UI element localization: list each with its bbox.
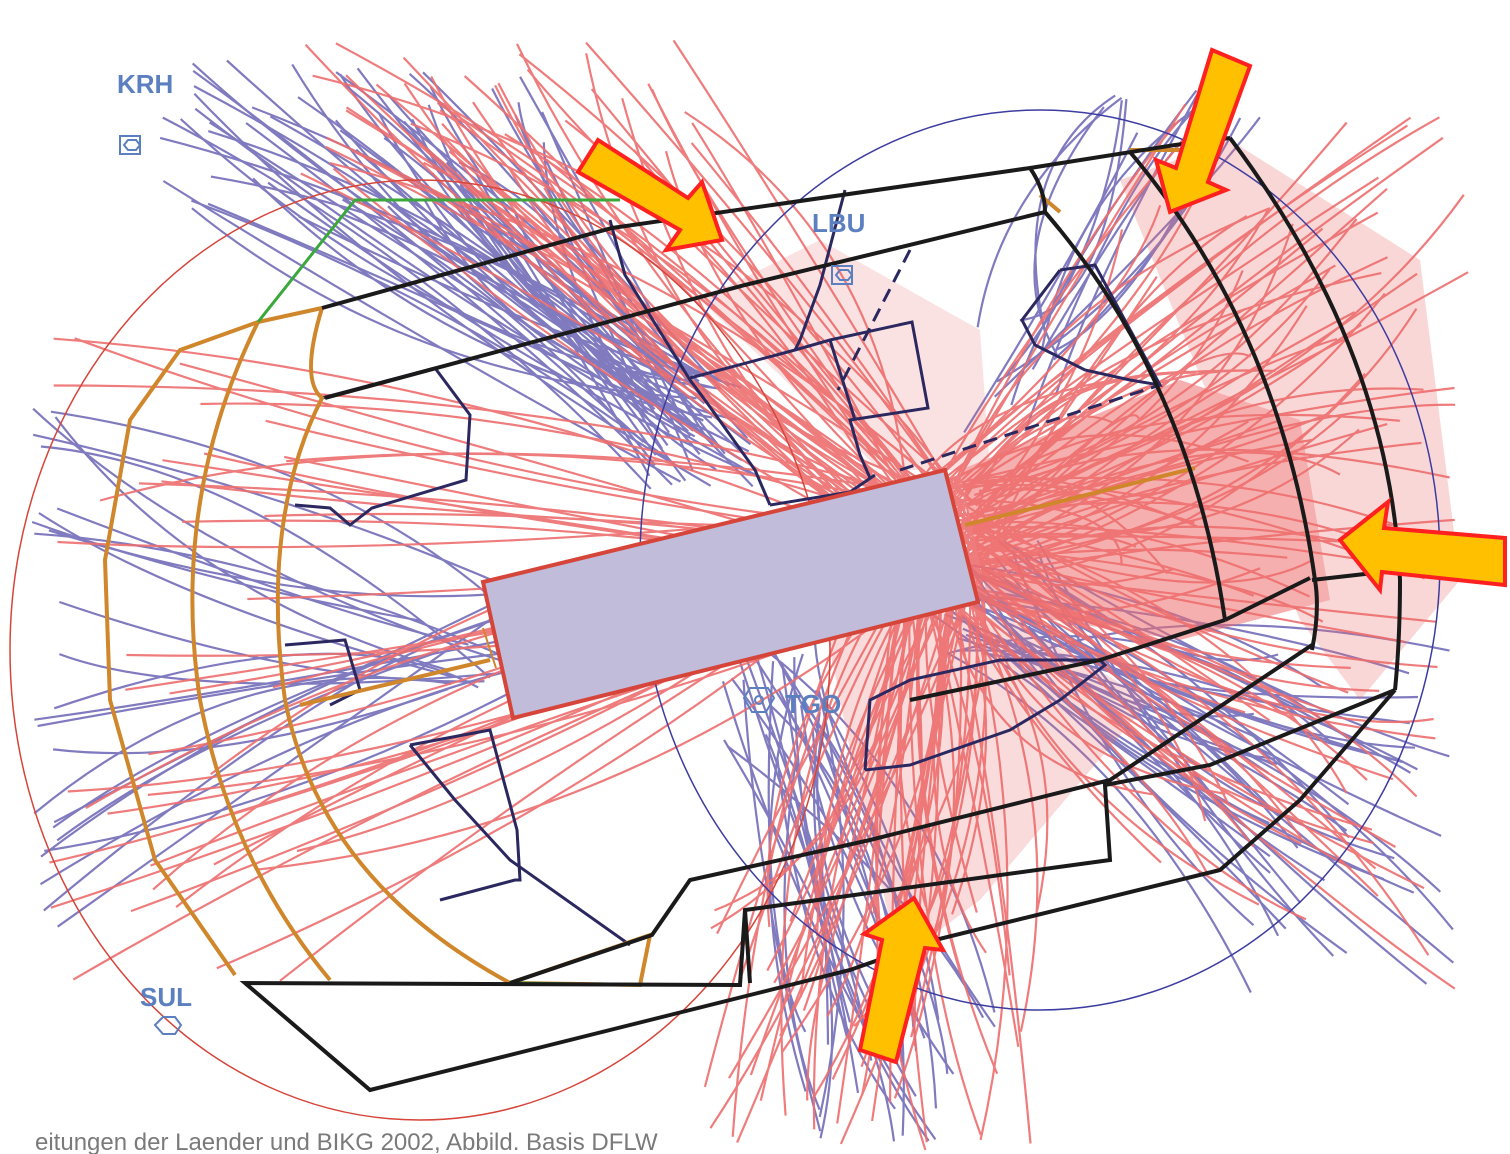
runway-block bbox=[480, 467, 981, 721]
departure-track bbox=[200, 402, 919, 527]
arrival-track bbox=[948, 652, 1252, 993]
highlight-arrows bbox=[575, 47, 1507, 1065]
arrow-south-icon bbox=[857, 895, 947, 1065]
arrival-track bbox=[1055, 94, 1198, 395]
departure-track bbox=[953, 570, 1307, 921]
departure-track bbox=[53, 384, 913, 497]
sul-vor-icon bbox=[153, 1016, 183, 1035]
departure-track bbox=[256, 570, 943, 871]
arrival-track bbox=[40, 445, 491, 679]
departure-track bbox=[436, 101, 931, 517]
navaid-label-lbu: LBU bbox=[812, 208, 865, 238]
source-caption: eitungen der Laender und BIKG 2002, Abbi… bbox=[35, 1129, 658, 1154]
departure-track bbox=[410, 122, 935, 504]
arrival-track bbox=[40, 607, 528, 858]
arrival-track bbox=[34, 532, 527, 667]
departure-track bbox=[940, 542, 1032, 1144]
arrival-track bbox=[43, 648, 422, 912]
departure-track bbox=[917, 575, 999, 1075]
departure-track bbox=[779, 573, 960, 1037]
navaid-label-krh: KRH bbox=[117, 69, 173, 99]
departure-track bbox=[902, 124, 1408, 511]
departure-track bbox=[444, 137, 940, 530]
arrival-track bbox=[1019, 98, 1128, 322]
dashed-airspace-lines bbox=[836, 249, 1161, 472]
departure-track bbox=[911, 522, 1456, 990]
arrow-northwest-icon bbox=[575, 137, 725, 253]
departure-track bbox=[690, 142, 964, 512]
departure-track bbox=[463, 75, 935, 564]
arrival-track bbox=[783, 755, 821, 1111]
departure-track bbox=[99, 452, 968, 517]
arrow-north-icon bbox=[1153, 47, 1253, 215]
arrival-track bbox=[191, 199, 675, 465]
arrival-track bbox=[159, 136, 715, 383]
departure-track bbox=[950, 207, 1271, 500]
departure-track bbox=[304, 44, 910, 536]
arrival-track bbox=[39, 667, 518, 886]
arrival-track bbox=[995, 556, 1428, 985]
arrival-track bbox=[780, 662, 852, 1023]
arrival-track bbox=[726, 745, 985, 1019]
arrival-track bbox=[800, 705, 955, 1075]
departure-track bbox=[518, 53, 949, 510]
arrival-track bbox=[976, 97, 1123, 328]
arrival-track bbox=[179, 118, 720, 390]
departure-track bbox=[585, 41, 961, 508]
inner-airspace-lines bbox=[284, 189, 1163, 947]
departure-track bbox=[494, 84, 943, 518]
arrow-east-icon bbox=[1337, 497, 1507, 596]
departure-track bbox=[728, 571, 978, 1079]
navaid-label-sul: SUL bbox=[140, 982, 192, 1012]
arrival-track bbox=[767, 661, 807, 1033]
departure-track bbox=[585, 53, 910, 526]
arrival-track bbox=[769, 652, 996, 1013]
arrival-track bbox=[56, 605, 510, 928]
departure-track bbox=[901, 553, 1425, 890]
departure-track bbox=[736, 554, 942, 1144]
arrival-track bbox=[210, 175, 706, 405]
krh-vor-icon bbox=[119, 135, 142, 155]
departure-track bbox=[672, 39, 976, 529]
arrival-track bbox=[1034, 94, 1116, 336]
arrival-track bbox=[59, 653, 530, 685]
arrival-track bbox=[252, 177, 713, 419]
lbu-vor-icon bbox=[831, 265, 854, 285]
arrival-track bbox=[48, 529, 508, 598]
arrival-track bbox=[342, 213, 701, 456]
tgo-vortac-icon bbox=[742, 687, 776, 713]
departure-track bbox=[915, 119, 1180, 562]
departure-track bbox=[526, 68, 979, 507]
arrival-track bbox=[194, 107, 756, 476]
arrival-track bbox=[793, 657, 848, 1038]
arrival-track bbox=[445, 161, 651, 477]
departure-track bbox=[932, 585, 1373, 831]
arrival-track bbox=[993, 116, 1261, 398]
arrival-track bbox=[37, 648, 535, 728]
arrival-track bbox=[54, 416, 450, 672]
departure-track bbox=[749, 583, 955, 1076]
arrival-track bbox=[816, 712, 893, 1036]
departure-track bbox=[901, 562, 1208, 873]
departure-track bbox=[948, 524, 1009, 1141]
departure-track bbox=[911, 369, 1276, 494]
navaid-symbols bbox=[119, 135, 854, 1035]
departure-track bbox=[913, 584, 1011, 976]
arrival-track bbox=[339, 129, 730, 387]
departure-track bbox=[909, 176, 1379, 507]
arrival-track bbox=[341, 198, 656, 466]
navaid-label-tgo: TGO bbox=[785, 689, 841, 719]
arrival-track bbox=[339, 73, 723, 449]
departure-track bbox=[351, 149, 952, 502]
